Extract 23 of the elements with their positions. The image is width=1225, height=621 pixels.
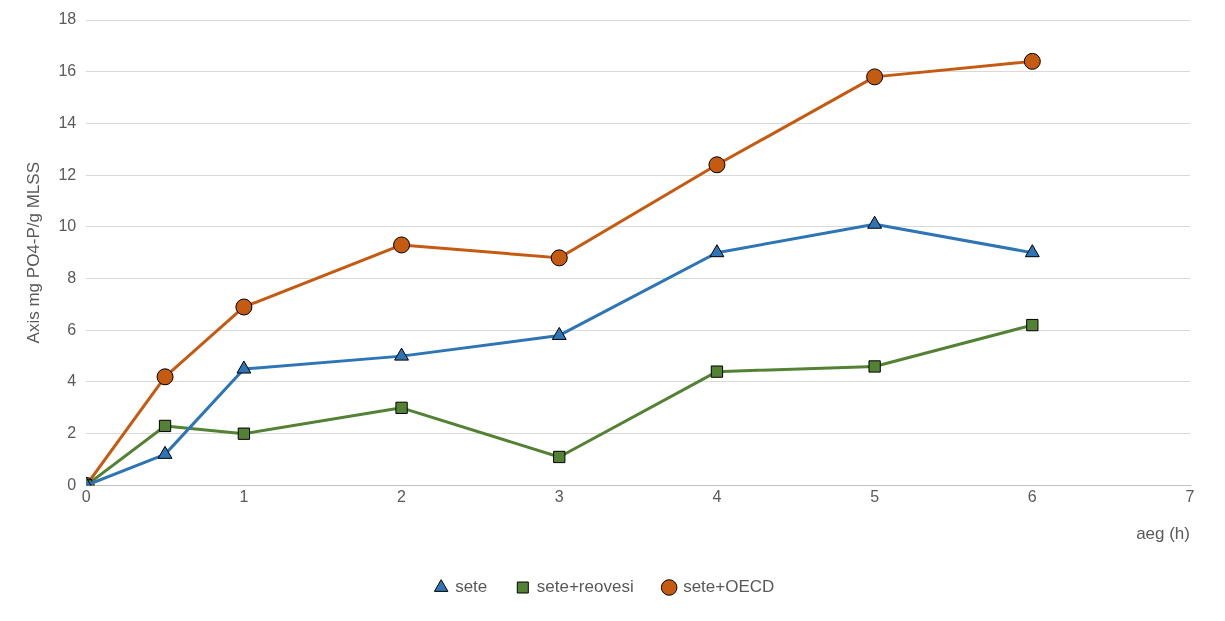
y-tick-label: 4 xyxy=(67,372,77,390)
y-tick-label: 14 xyxy=(58,113,77,131)
y-tick-label: 2 xyxy=(67,424,77,442)
x-axis-title: aeg (h) xyxy=(1136,524,1190,544)
x-tick-label: 4 xyxy=(712,488,722,506)
y-axis-title: Axis mg PO4-P/g MLSS xyxy=(23,162,43,344)
x-tick-label: 6 xyxy=(1027,488,1037,506)
x-tick-label: 1 xyxy=(239,488,249,506)
y-tick-label: 16 xyxy=(58,62,77,80)
y-tick-label: 12 xyxy=(58,165,77,183)
x-tick-label: 0 xyxy=(81,488,91,506)
y-tick-label: 0 xyxy=(67,475,77,493)
legend-label: sete+reovesi xyxy=(536,577,634,597)
x-tick-label: 5 xyxy=(870,488,880,506)
x-tick-label: 3 xyxy=(554,488,564,506)
x-tick-label: 2 xyxy=(397,488,407,506)
y-tick-label: 6 xyxy=(67,320,77,338)
x-tick-label: 7 xyxy=(1185,488,1195,506)
legend-label: sete xyxy=(455,577,488,597)
legend-label: sete+OECD xyxy=(683,577,775,597)
y-tick-label: 8 xyxy=(67,268,77,286)
y-tick-label: 10 xyxy=(58,217,77,235)
y-tick-label: 18 xyxy=(58,10,77,28)
